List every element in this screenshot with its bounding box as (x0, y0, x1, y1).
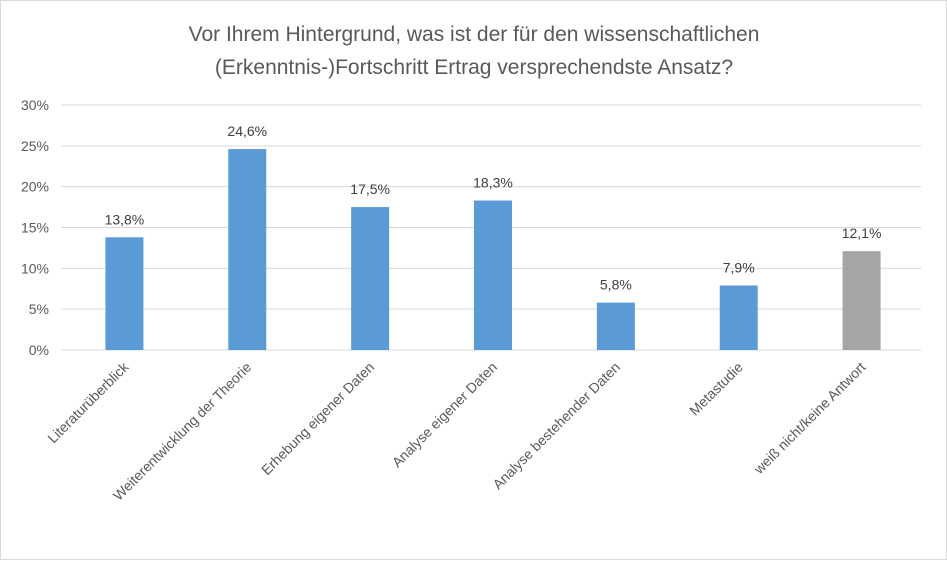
category-label: Weiterentwicklung der Theorie (110, 359, 255, 504)
data-labels: 13,8% 24,6% 17,5% 18,3% 5,8% 7,9% 12,1% (105, 123, 882, 293)
y-axis-tick-labels: 0% 5% 10% 15% 20% 25% 30% (21, 97, 49, 358)
data-label: 5,8% (600, 277, 632, 293)
bars (105, 149, 881, 350)
bar (719, 285, 758, 350)
bar (351, 207, 390, 350)
y-tick-label: 30% (21, 97, 49, 113)
bar (228, 149, 267, 350)
bar (596, 302, 635, 350)
y-tick-label: 15% (21, 220, 49, 236)
y-tick-label: 5% (29, 301, 49, 317)
data-label: 13,8% (105, 211, 145, 227)
category-label: Erhebung eigener Daten (258, 359, 377, 478)
data-label: 17,5% (350, 181, 390, 197)
chart-title-line-1: Vor Ihrem Hintergrund, was ist der für d… (189, 23, 760, 46)
data-label: 7,9% (723, 259, 755, 275)
y-tick-label: 25% (21, 138, 49, 154)
data-label: 18,3% (473, 175, 513, 191)
category-label: Analyse bestehender Daten (489, 359, 622, 492)
y-tick-label: 20% (21, 179, 49, 195)
bar (842, 251, 881, 350)
data-label: 12,1% (842, 225, 882, 241)
category-label: weiß nicht/keine Antwort (750, 359, 869, 478)
category-label: Analyse eigener Daten (389, 359, 500, 470)
y-tick-label: 0% (29, 342, 49, 358)
data-label: 24,6% (227, 123, 267, 139)
bar (105, 237, 144, 350)
category-label: Literaturüberblick (44, 358, 132, 446)
chart-title: Vor Ihrem Hintergrund, was ist der für d… (189, 23, 760, 79)
category-label: Metastudie (686, 359, 746, 419)
chart-title-line-2: (Erkenntnis-)Fortschritt Ertrag versprec… (215, 56, 733, 79)
bar (474, 200, 512, 350)
y-tick-label: 10% (21, 260, 49, 276)
